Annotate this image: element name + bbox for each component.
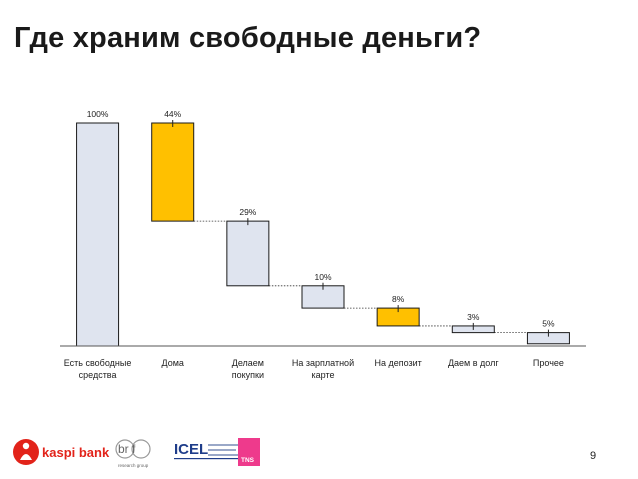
icel-logo: ICEL: [174, 441, 240, 460]
page-number: 9: [590, 450, 597, 462]
page-title: Где храним свободные деньги?: [14, 22, 482, 54]
category-label: На депозит: [374, 358, 421, 368]
tns-logo-text: TNS: [241, 457, 255, 464]
bar-2: [151, 122, 195, 222]
category-label: карте: [312, 370, 335, 380]
category-label: покупки: [232, 370, 264, 380]
data-label: 29%: [239, 207, 256, 217]
category-label: Делаем: [232, 358, 264, 368]
kaspi-logo-text: kaspi bank: [42, 445, 110, 460]
category-label: Прочее: [533, 358, 564, 368]
category-label: На зарплатной: [292, 358, 354, 368]
bar-1: [76, 122, 120, 347]
tns-logo: TNS: [238, 438, 260, 466]
data-label: 5%: [542, 319, 555, 329]
data-label: 3%: [467, 312, 480, 322]
data-label: 10%: [314, 272, 331, 282]
category-label: Даем в долг: [448, 358, 499, 368]
partner-logos: kaspi bank br f research group ICEL TNS: [13, 438, 260, 468]
category-label: средства: [79, 370, 117, 380]
brif-logo-subtext: research group: [118, 463, 149, 468]
brif-logo: br f research group: [115, 439, 151, 468]
kaspi-bank-logo: kaspi bank: [13, 439, 110, 465]
data-label: 8%: [392, 294, 405, 304]
bar-3: [226, 220, 270, 287]
icel-logo-text: ICEL: [174, 441, 208, 458]
category-label: Дома: [162, 358, 184, 368]
data-label: 100%: [87, 109, 109, 119]
data-label: 44%: [164, 109, 181, 119]
category-label: Есть свободные: [64, 358, 132, 368]
brif-logo-text: br f: [118, 442, 136, 456]
